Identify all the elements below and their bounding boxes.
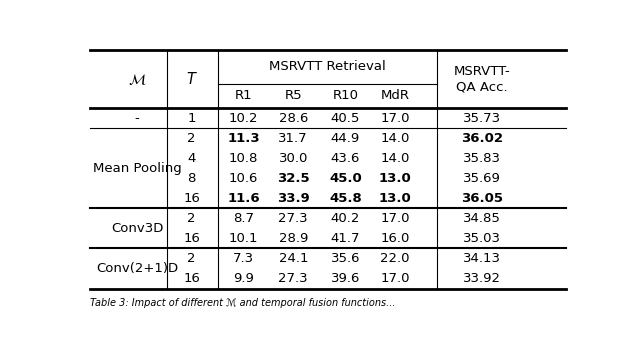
- Text: 27.3: 27.3: [278, 212, 308, 225]
- Text: 40.5: 40.5: [331, 112, 360, 125]
- Text: 28.9: 28.9: [278, 232, 308, 245]
- Text: R1: R1: [235, 89, 253, 103]
- Text: 14.0: 14.0: [380, 132, 410, 145]
- Text: 16: 16: [183, 192, 200, 205]
- Text: 35.83: 35.83: [463, 152, 500, 165]
- Text: 16.0: 16.0: [380, 232, 410, 245]
- Text: Table 3: Impact of different ℳ and temporal fusion functions...: Table 3: Impact of different ℳ and tempo…: [90, 299, 396, 308]
- Text: 36.02: 36.02: [461, 132, 503, 145]
- Text: 16: 16: [183, 272, 200, 285]
- Text: 27.3: 27.3: [278, 272, 308, 285]
- Text: 13.0: 13.0: [379, 172, 412, 185]
- Text: R10: R10: [332, 89, 358, 103]
- Text: 34.85: 34.85: [463, 212, 500, 225]
- Text: 11.6: 11.6: [227, 192, 260, 205]
- Text: 17.0: 17.0: [380, 212, 410, 225]
- Text: 43.6: 43.6: [331, 152, 360, 165]
- Text: 1: 1: [188, 112, 196, 125]
- Text: 13.0: 13.0: [379, 192, 412, 205]
- Text: 40.2: 40.2: [331, 212, 360, 225]
- Text: 45.8: 45.8: [329, 192, 362, 205]
- Text: 17.0: 17.0: [380, 272, 410, 285]
- Text: 10.1: 10.1: [229, 232, 259, 245]
- Text: 11.3: 11.3: [227, 132, 260, 145]
- Text: 2: 2: [188, 252, 196, 265]
- Text: 8.7: 8.7: [233, 212, 254, 225]
- Text: Conv3D: Conv3D: [111, 222, 163, 235]
- Text: 35.73: 35.73: [463, 112, 501, 125]
- Text: -: -: [134, 112, 140, 125]
- Text: 33.92: 33.92: [463, 272, 500, 285]
- Text: 39.6: 39.6: [331, 272, 360, 285]
- Text: 9.9: 9.9: [233, 272, 254, 285]
- Text: 2: 2: [188, 212, 196, 225]
- Text: 45.0: 45.0: [329, 172, 362, 185]
- Text: 41.7: 41.7: [331, 232, 360, 245]
- Text: 30.0: 30.0: [278, 152, 308, 165]
- Text: 32.5: 32.5: [277, 172, 310, 185]
- Text: 16: 16: [183, 232, 200, 245]
- Text: 7.3: 7.3: [233, 252, 254, 265]
- Text: $\mathcal{M}$: $\mathcal{M}$: [128, 71, 147, 86]
- Text: 33.9: 33.9: [277, 192, 310, 205]
- Text: 36.05: 36.05: [461, 192, 503, 205]
- Text: 10.6: 10.6: [229, 172, 259, 185]
- Text: 35.03: 35.03: [463, 232, 500, 245]
- Text: 10.2: 10.2: [229, 112, 259, 125]
- Text: MSRVTT-
QA Acc.: MSRVTT- QA Acc.: [453, 64, 510, 93]
- Text: 35.69: 35.69: [463, 172, 500, 185]
- Text: MSRVTT Retrieval: MSRVTT Retrieval: [269, 61, 386, 74]
- Text: MdR: MdR: [380, 89, 410, 103]
- Text: 22.0: 22.0: [380, 252, 410, 265]
- Text: 44.9: 44.9: [331, 132, 360, 145]
- Text: $\mathit{T}$: $\mathit{T}$: [186, 71, 198, 87]
- Text: Conv(2+1)D: Conv(2+1)D: [96, 262, 178, 275]
- Text: 24.1: 24.1: [278, 252, 308, 265]
- Text: 31.7: 31.7: [278, 132, 308, 145]
- Text: 2: 2: [188, 132, 196, 145]
- Text: 4: 4: [188, 152, 196, 165]
- Text: 34.13: 34.13: [463, 252, 500, 265]
- Text: 14.0: 14.0: [380, 152, 410, 165]
- Text: 28.6: 28.6: [278, 112, 308, 125]
- Text: 35.6: 35.6: [331, 252, 360, 265]
- Text: Mean Pooling: Mean Pooling: [93, 162, 181, 175]
- Text: 10.8: 10.8: [229, 152, 259, 165]
- Text: 17.0: 17.0: [380, 112, 410, 125]
- Text: 8: 8: [188, 172, 196, 185]
- Text: R5: R5: [284, 89, 302, 103]
